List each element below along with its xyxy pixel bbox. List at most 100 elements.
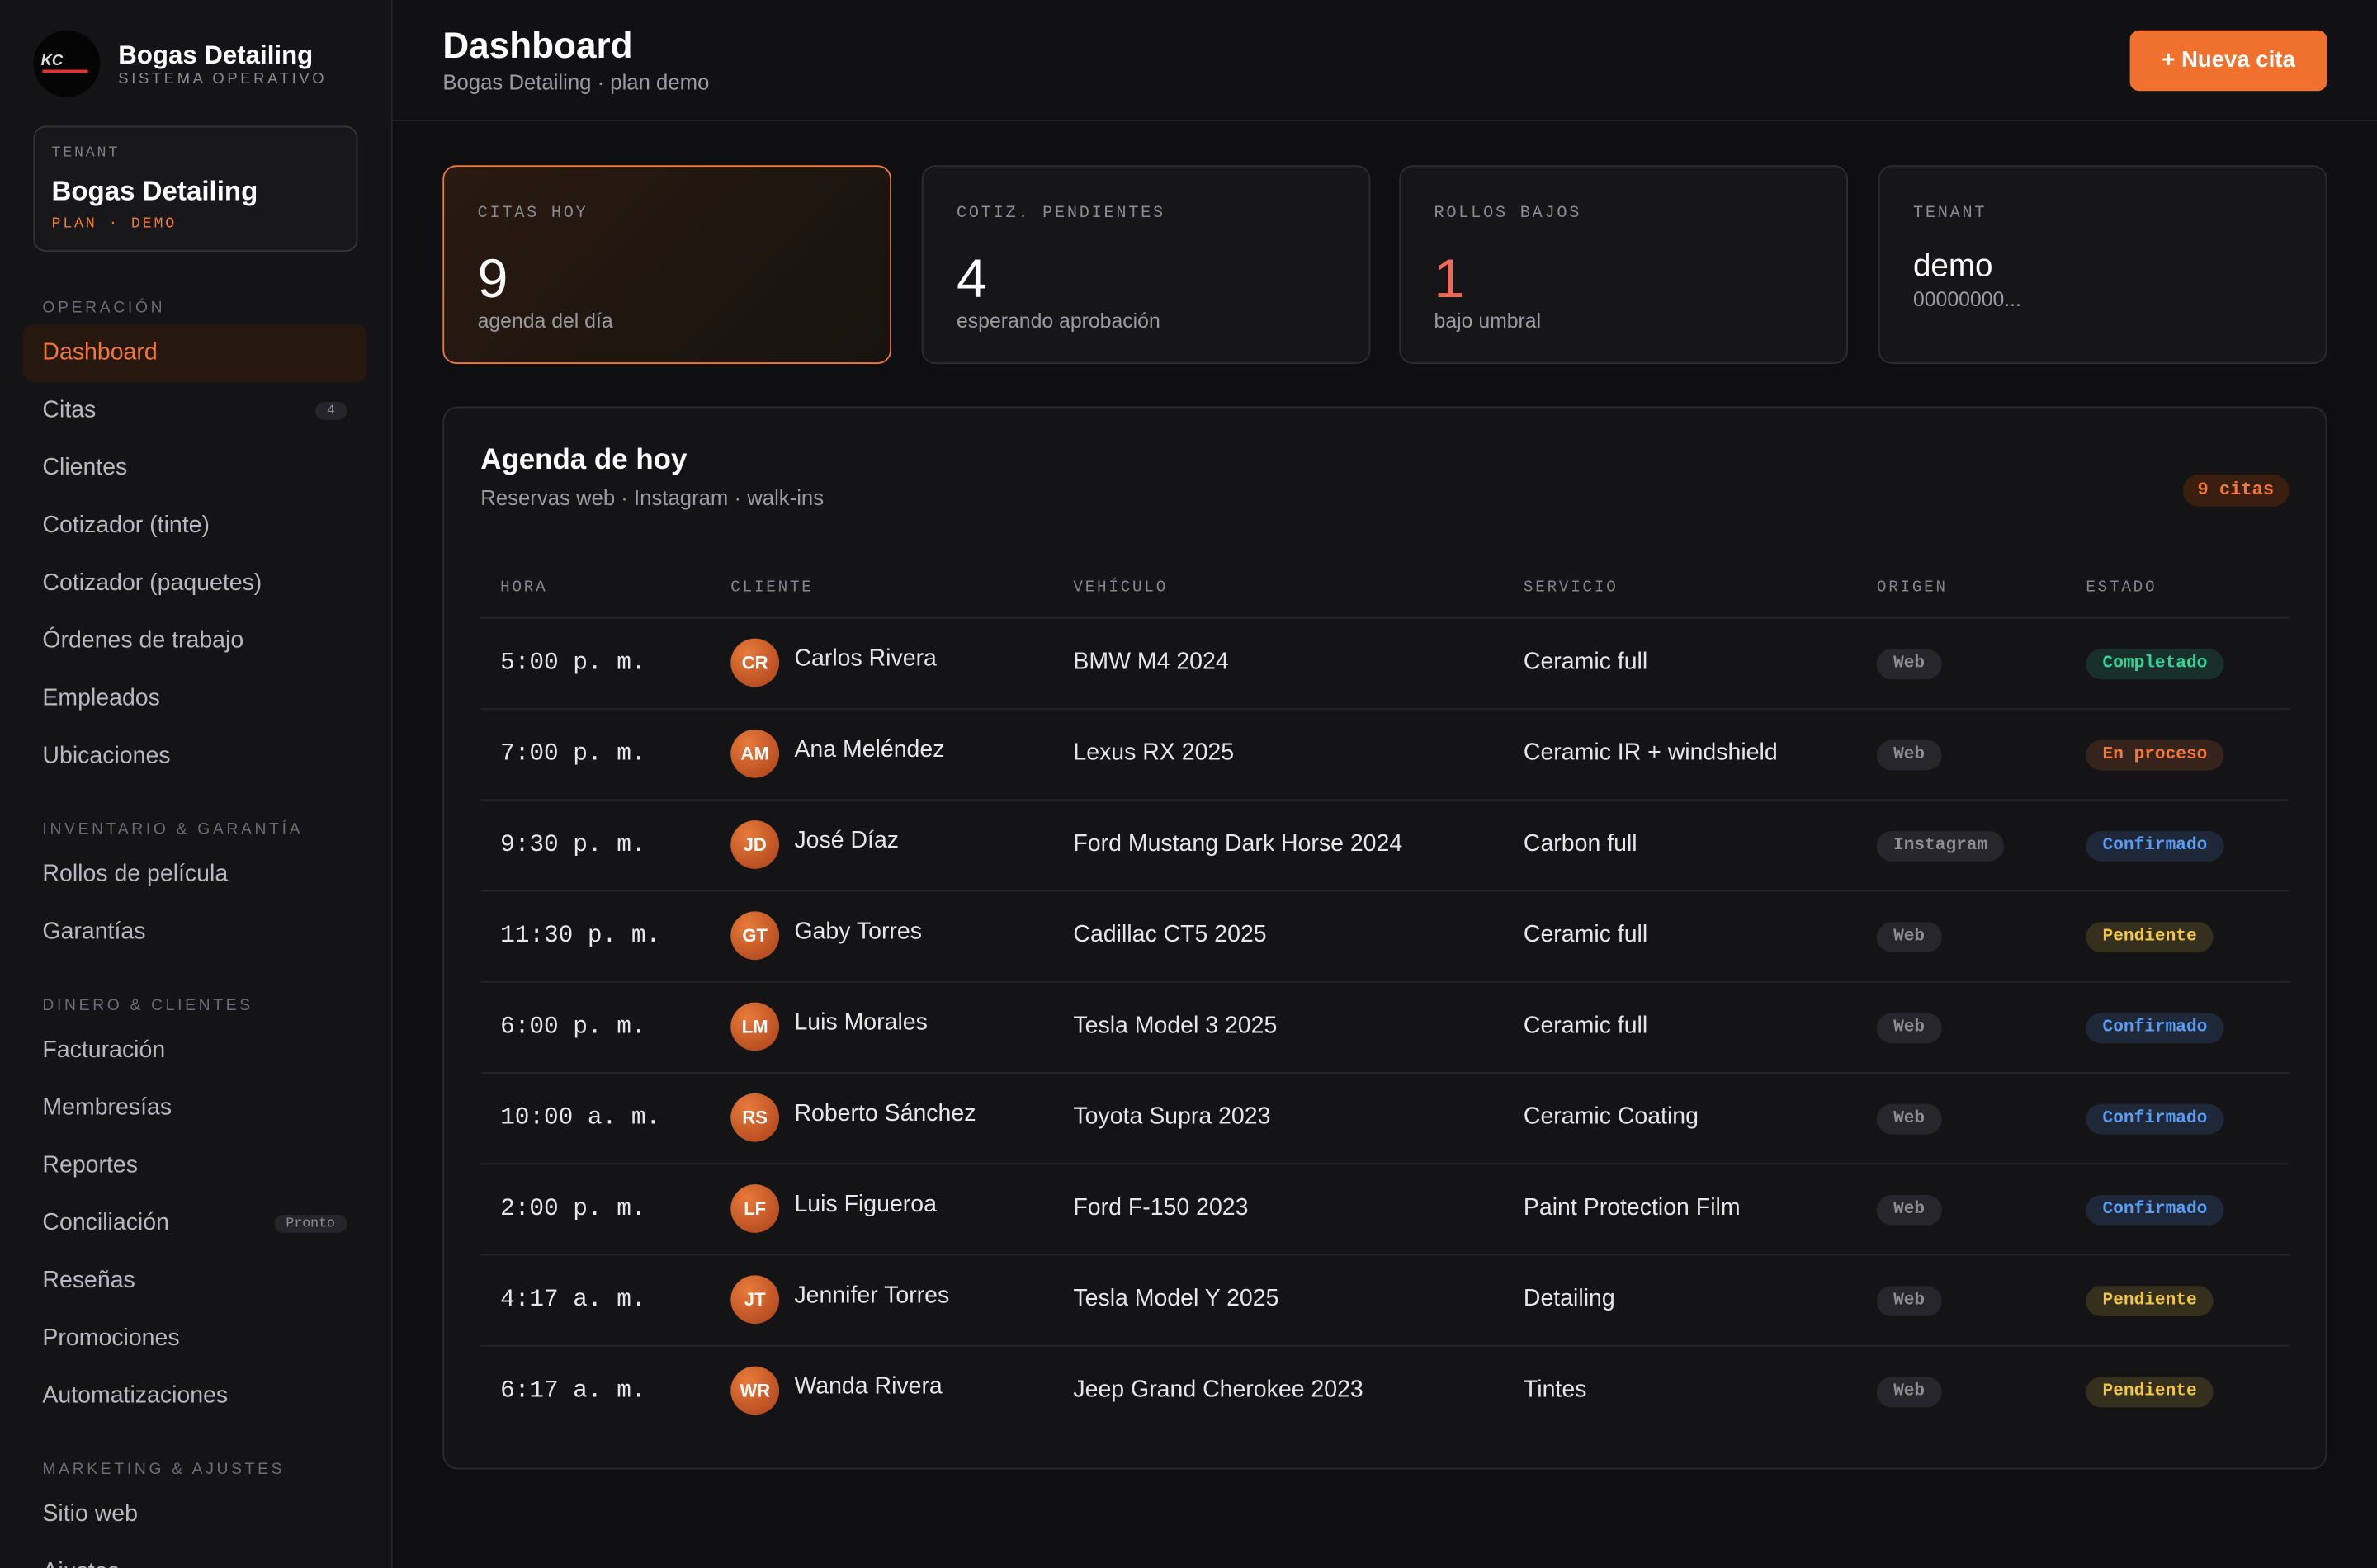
- nav-item[interactable]: Garantías: [23, 904, 367, 961]
- client: Jennifer Torres: [794, 1282, 950, 1309]
- service: Tintes: [1523, 1377, 1587, 1403]
- stat-note: esperando aprobación: [956, 309, 1160, 333]
- nav-label: Membresías: [42, 1094, 172, 1121]
- nav-badge: 4: [314, 401, 347, 420]
- client: Roberto Sánchez: [794, 1101, 976, 1127]
- nav-section: INVENTARIO & GARANTÍA: [42, 820, 304, 839]
- nav-label: Garantías: [42, 919, 146, 945]
- status: Confirmado: [2086, 1194, 2224, 1226]
- client: Carlos Rivera: [794, 645, 937, 673]
- stat-note: 00000000...: [1912, 288, 2021, 311]
- tenant-card[interactable]: TENANT Bogas Detailing PLAN · DEMO: [33, 125, 358, 253]
- nav-item[interactable]: Órdenes de trabajo: [23, 612, 367, 670]
- agenda-count: 9 citas: [2182, 475, 2290, 507]
- sidebar: KC Bogas Detailing SISTEMA OPERATIVO TEN…: [0, 0, 393, 1568]
- origin: Web: [1876, 1013, 1942, 1044]
- origin: Web: [1876, 1286, 1942, 1316]
- client: José Díaz: [794, 828, 900, 854]
- agenda-row[interactable]: 2:00 p. m. LF Luis Figueroa Ford F-150 2023…: [480, 1163, 2290, 1255]
- agenda-row[interactable]: 5:00 p. m. CR Carlos Rivera BMW M4 2024 Cera…: [480, 616, 2290, 710]
- agenda-row[interactable]: 9:30 p. m. JD José Díaz Ford Mustang Dark H…: [480, 799, 2290, 891]
- time: 11:30 p. m.: [500, 922, 661, 950]
- stat-card: ROLLOS BAJOS 1 bajo umbral: [1399, 165, 1848, 365]
- stat-label: TENANT: [1912, 205, 1987, 224]
- avatar: JD: [730, 820, 780, 869]
- client: Gaby Torres: [794, 919, 922, 945]
- service: Carbon full: [1523, 830, 1637, 857]
- avatar: CR: [730, 638, 780, 687]
- nav-item[interactable]: Ubicaciones: [23, 728, 367, 786]
- client: Luis Morales: [794, 1009, 928, 1037]
- stat-card: COTIZ. PENDIENTES 4 esperando aprobación: [921, 165, 1371, 365]
- nav-badge: Pronto: [273, 1214, 347, 1233]
- time: 9:30 p. m.: [500, 830, 646, 859]
- nav-item[interactable]: Membresías: [23, 1079, 367, 1137]
- nav-item[interactable]: Cotizador (paquetes): [23, 555, 367, 613]
- origin: Web: [1876, 739, 1942, 771]
- page-subtitle: Bogas Detailing · plan demo: [442, 69, 710, 94]
- agenda-row[interactable]: 6:00 p. m. LM Luis Morales Tesla Model 3 20…: [480, 980, 2290, 1074]
- nav-label: Ubicaciones: [42, 743, 171, 769]
- client: Wanda Rivera: [794, 1373, 943, 1400]
- origin: Web: [1876, 649, 1942, 680]
- header: Dashboard Bogas Detailing · plan demo + …: [392, 0, 2377, 122]
- nav-item[interactable]: Reseñas: [23, 1253, 367, 1311]
- status: En proceso: [2086, 739, 2224, 771]
- stat-note: bajo umbral: [1434, 309, 1542, 333]
- agenda-row[interactable]: 7:00 p. m. AM Ana Meléndez Lexus RX 2025 Cer…: [480, 708, 2290, 801]
- agenda-row[interactable]: 4:17 a. m. JT Jennifer Torres Tesla Model Y…: [480, 1254, 2290, 1347]
- nav-section: DINERO & CLIENTES: [42, 996, 253, 1015]
- avatar: RS: [730, 1093, 780, 1142]
- stat-label: CITAS HOY: [477, 205, 588, 224]
- column-header: ESTADO: [2086, 579, 2157, 597]
- origin: Instagram: [1876, 830, 2005, 862]
- avatar: GT: [730, 911, 780, 961]
- nav-item[interactable]: Rollos de película: [23, 846, 367, 904]
- time: 6:00 p. m.: [500, 1013, 646, 1041]
- service: Paint Protection Film: [1523, 1194, 1741, 1221]
- nav-item[interactable]: Sitio web: [23, 1486, 367, 1544]
- nav-item[interactable]: Dashboard: [22, 324, 367, 383]
- origin: Web: [1876, 1194, 1942, 1226]
- agenda-row[interactable]: 11:30 p. m. GT Gaby Torres Cadillac CT5 202…: [480, 890, 2290, 983]
- nav-label: Clientes: [42, 455, 128, 481]
- nav-item[interactable]: Ajustes: [23, 1544, 367, 1568]
- agenda-title: Agenda de hoy: [480, 444, 688, 476]
- nav-label: Empleados: [42, 685, 160, 711]
- new-appointment-button[interactable]: + Nueva cita: [2129, 30, 2327, 92]
- nav-item[interactable]: Automatizaciones: [23, 1367, 367, 1425]
- nav-label: Sitio web: [42, 1501, 138, 1528]
- stat-card: TENANT demo 00000000...: [1878, 165, 2327, 365]
- vehicle: Toyota Supra 2023: [1073, 1103, 1271, 1130]
- service: Detailing: [1523, 1286, 1615, 1312]
- nav-label: Ajustes: [42, 1559, 119, 1568]
- column-header: HORA: [500, 579, 548, 597]
- nav-label: Automatizaciones: [42, 1382, 229, 1410]
- agenda-panel: Agenda de hoy Reservas web · Instagram ·…: [442, 406, 2327, 1470]
- agenda-row[interactable]: 6:17 a. m. WR Wanda Rivera Jeep Grand Chero…: [480, 1344, 2290, 1438]
- nav-label: Citas: [42, 397, 97, 423]
- agenda-row[interactable]: 10:00 a. m. RS Roberto Sánchez Toyota Supra…: [480, 1072, 2290, 1164]
- nav-item[interactable]: Citas 4: [23, 382, 367, 440]
- column-header: SERVICIO: [1523, 579, 1619, 597]
- nav-item[interactable]: Reportes: [23, 1137, 367, 1195]
- time: 5:00 p. m.: [500, 649, 646, 677]
- status: Confirmado: [2086, 1103, 2224, 1135]
- service: Ceramic full: [1523, 649, 1648, 675]
- avatar: AM: [730, 729, 780, 778]
- time: 6:17 a. m.: [500, 1377, 646, 1405]
- stat-card: CITAS HOY 9 agenda del día: [442, 165, 891, 365]
- stat-value: demo: [1912, 248, 1993, 284]
- nav-item[interactable]: Promociones: [23, 1311, 367, 1368]
- nav-item[interactable]: Clientes: [23, 440, 367, 498]
- nav-label: Cotizador (paquetes): [42, 569, 262, 597]
- nav-item[interactable]: Empleados: [23, 670, 367, 728]
- status: Confirmado: [2086, 830, 2224, 862]
- brand-name: Bogas Detailing: [118, 40, 314, 70]
- nav-item[interactable]: Facturación: [23, 1022, 367, 1079]
- nav-item[interactable]: Conciliación Pronto: [23, 1195, 367, 1253]
- stat-note: agenda del día: [477, 309, 613, 333]
- status: Pendiente: [2086, 1377, 2214, 1408]
- client: Ana Meléndez: [794, 737, 945, 763]
- nav-item[interactable]: Cotizador (tinte): [23, 498, 367, 555]
